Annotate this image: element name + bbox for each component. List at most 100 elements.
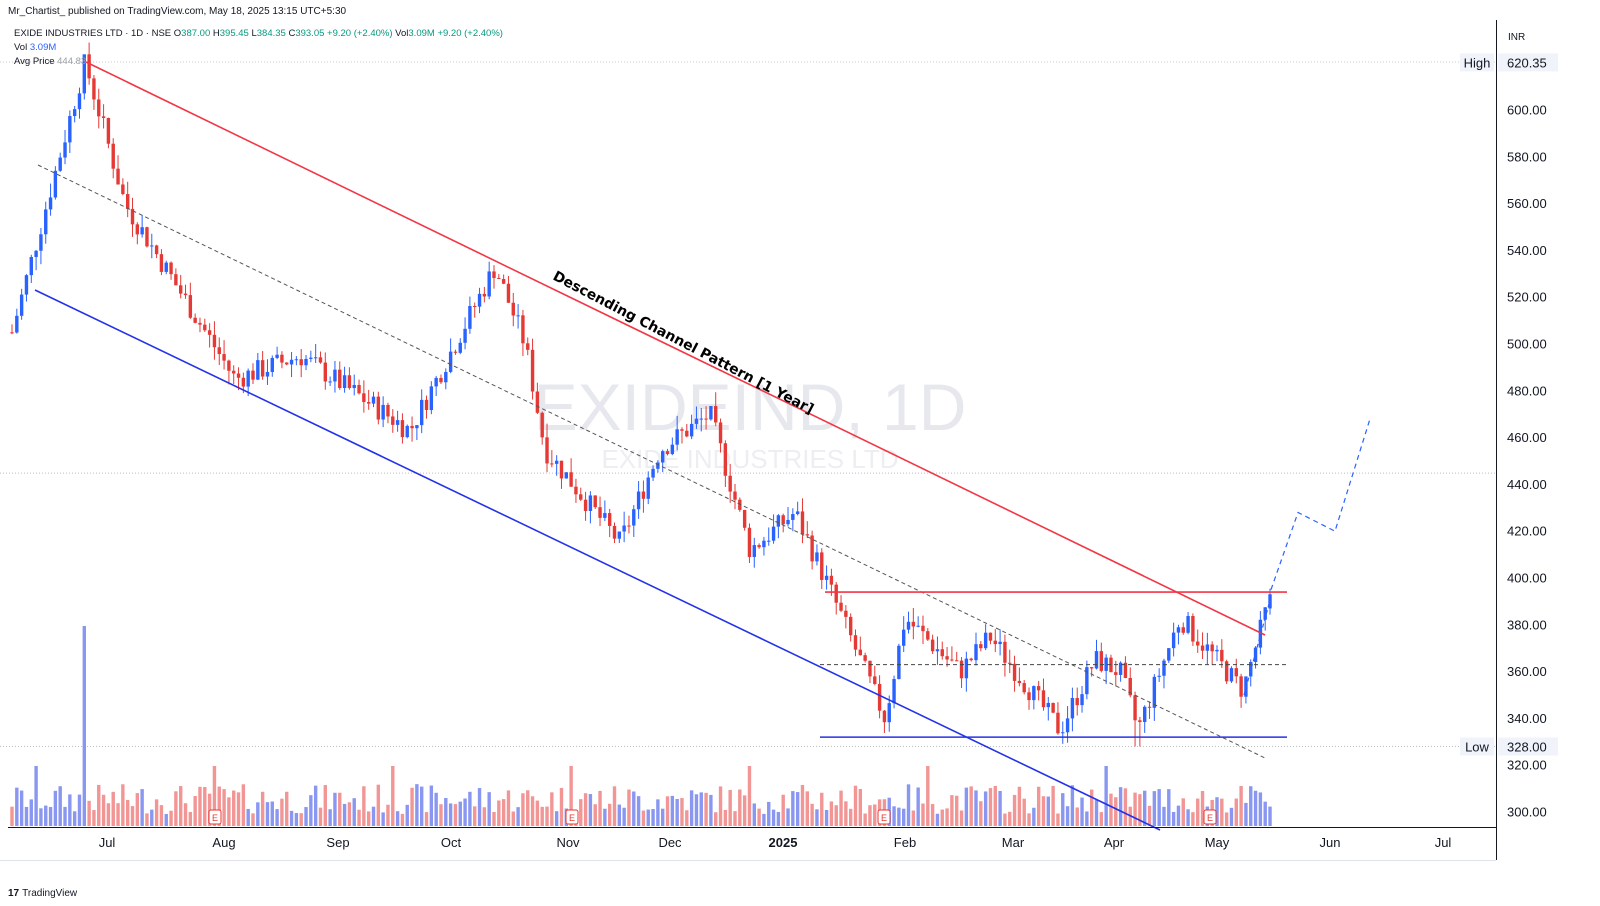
earnings-marker[interactable]: E [877,809,891,825]
candle [916,616,920,628]
candle-body [97,99,101,117]
volume-bar [612,786,617,826]
candle-body [10,332,14,334]
candle-body [1162,660,1166,676]
volume-bar [651,809,655,826]
candle [487,261,491,300]
earnings-marker-icon[interactable] [1203,809,1217,825]
candle-body [338,369,342,388]
candle-body [1181,627,1185,633]
low-value: 384.35 [256,28,286,39]
volume-bar [415,784,419,826]
tradingview-brand[interactable]: 17 TradingView [8,888,77,899]
volume-bar [583,793,588,826]
candle-body [926,631,930,640]
candle-body [19,294,24,316]
candle [1114,660,1118,687]
price-tick-label: 400.00 [1507,571,1547,586]
candle [1162,658,1166,689]
candle-body [150,245,154,247]
volume-bar [174,791,178,826]
earnings-marker[interactable]: E [208,809,222,825]
candle-body [111,143,115,169]
candle-body [815,552,819,562]
candle [906,611,911,634]
volume-bar [323,785,327,826]
candle-body [680,429,684,431]
volume-bar [1080,797,1084,826]
candle-body [1003,641,1007,663]
candle [183,284,188,299]
volume-bar [72,811,77,826]
symbol-name[interactable]: EXIDE INDUSTRIES LTD · 1D · NSE [14,28,172,39]
candle [193,313,197,324]
volume-bar [752,803,756,826]
candle [285,362,289,366]
volume-bar [1085,811,1089,826]
volume-bar [420,786,424,826]
earnings-marker[interactable]: E [1203,809,1217,825]
candle-body [873,676,877,684]
candle [526,337,530,356]
candle [1249,659,1253,687]
candle [955,651,959,662]
candle-body [882,710,887,723]
candle [742,509,747,531]
candle-body [979,644,983,649]
volume-bar [357,809,361,826]
candle [444,368,448,390]
earnings-marker-icon[interactable] [565,809,579,825]
candle [1022,679,1026,695]
candlestick-series [10,42,1272,747]
candle-body [400,420,405,438]
earnings-marker-icon[interactable] [208,809,222,825]
candle-body [333,369,337,382]
candle [328,376,332,386]
candle-body [429,386,434,410]
candle-body [569,472,573,487]
volume-bar [704,792,708,826]
volume-bar [550,792,554,826]
volume-bar [1229,807,1234,826]
candle-body [598,507,602,518]
volume-bar [1027,813,1031,826]
candle-body [564,472,568,479]
earnings-marker[interactable]: E [565,809,579,825]
price-axis: INR 300.00 320.00 340.00 360.00 380.00 400.00 4… [8,20,1558,860]
candle-body [116,168,120,185]
candle-body [68,116,72,143]
volume-bar [410,787,414,826]
volume-bar [1032,807,1036,826]
candle [10,324,14,335]
candle-body [477,293,482,307]
volume-bar [256,802,260,826]
volume-label: Vol [14,42,28,53]
candle [824,565,829,590]
volume-bar [477,788,482,826]
candle-body [776,515,781,527]
candle [169,261,173,280]
candle-body [376,396,381,420]
candle [902,616,906,652]
volume-bar [1094,800,1099,826]
volume-bar [1162,806,1166,826]
volume-bar [834,805,838,826]
volume-bar [559,787,564,826]
volume-bar [429,785,434,826]
time-tick-label: Aug [212,835,235,850]
volume-bar [1133,792,1137,826]
candle-body [1065,718,1070,733]
candle [323,352,327,390]
candle-body [1022,683,1026,693]
candle [174,268,178,286]
volume-bar [87,800,91,826]
volume-bar [617,804,622,826]
price-tick-label: 500.00 [1507,337,1547,352]
time-tick-label: May [1205,835,1230,850]
candle [1157,668,1161,683]
candle-body [839,602,843,611]
earnings-marker-icon[interactable] [877,809,891,825]
candle-body [848,616,853,636]
